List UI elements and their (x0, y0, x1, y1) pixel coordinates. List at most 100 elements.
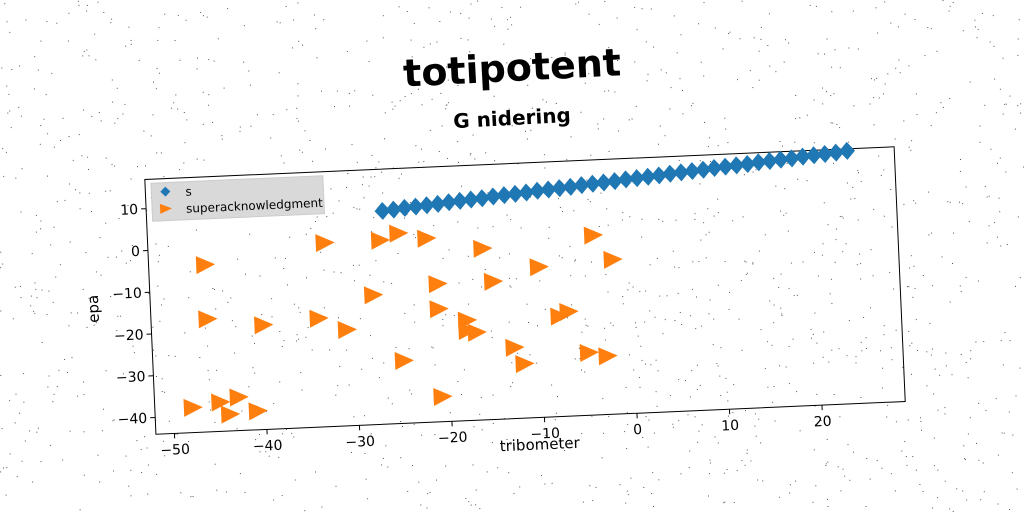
noise-speck (79, 509, 81, 511)
noise-speck (15, 393, 17, 395)
noise-speck (872, 275, 874, 277)
noise-speck (817, 275, 819, 277)
noise-speck (865, 348, 867, 349)
data-point-superacknowledgment (473, 239, 493, 258)
noise-speck (6, 21, 8, 23)
noise-speck (988, 195, 990, 197)
noise-speck (846, 355, 848, 357)
noise-speck (508, 321, 510, 323)
noise-speck (470, 153, 472, 154)
noise-speck (125, 262, 127, 264)
noise-speck (926, 351, 928, 353)
noise-speck (159, 320, 161, 322)
noise-speck (688, 466, 690, 468)
noise-speck (174, 355, 176, 357)
noise-speck (353, 207, 355, 209)
noise-speck (724, 472, 726, 474)
noise-speck (607, 224, 609, 226)
noise-speck (822, 87, 823, 89)
noise-speck (55, 276, 57, 278)
noise-speck (423, 46, 425, 48)
noise-speck (280, 155, 282, 157)
noise-speck (43, 118, 45, 120)
noise-speck (421, 104, 423, 106)
noise-speck (127, 205, 129, 207)
noise-speck (890, 22, 892, 24)
noise-speck (760, 329, 762, 331)
noise-speck (787, 230, 789, 232)
noise-speck (506, 62, 508, 64)
noise-speck (190, 496, 192, 498)
noise-speck (811, 337, 812, 339)
noise-speck (995, 398, 997, 400)
noise-speck (983, 341, 985, 343)
noise-speck (133, 352, 135, 354)
noise-speck (551, 56, 553, 58)
noise-speck (69, 430, 71, 432)
noise-speck (769, 300, 771, 302)
noise-speck (1002, 57, 1004, 59)
noise-speck (9, 110, 11, 112)
noise-speck (725, 377, 727, 379)
noise-speck (911, 342, 913, 344)
noise-speck (452, 70, 453, 72)
noise-speck (603, 432, 604, 434)
noise-speck (745, 410, 746, 412)
x-tick-label: −40 (253, 438, 283, 455)
noise-speck (752, 263, 754, 265)
noise-speck (235, 326, 237, 328)
noise-speck (314, 14, 315, 16)
noise-speck (18, 106, 20, 108)
noise-speck (323, 269, 325, 271)
noise-speck (301, 151, 303, 153)
noise-speck (760, 442, 762, 444)
noise-speck (635, 105, 637, 107)
noise-speck (876, 460, 878, 462)
noise-speck (909, 267, 911, 269)
noise-speck (895, 421, 897, 423)
noise-speck (161, 378, 163, 380)
noise-speck (481, 429, 483, 431)
noise-speck (503, 43, 505, 45)
noise-speck (492, 226, 494, 228)
noise-speck (907, 286, 908, 288)
noise-speck (648, 419, 650, 421)
noise-speck (460, 37, 462, 39)
noise-speck (826, 438, 828, 440)
noise-speck (627, 423, 629, 425)
noise-speck (520, 6, 522, 8)
noise-speck (908, 286, 910, 288)
noise-speck (821, 254, 823, 256)
noise-speck (778, 496, 780, 498)
noise-speck (112, 420, 114, 422)
noise-speck (457, 85, 459, 86)
noise-speck (915, 469, 917, 471)
noise-speck (274, 257, 276, 259)
noise-speck (29, 430, 30, 432)
noise-speck (34, 88, 35, 90)
noise-speck (682, 113, 684, 115)
noise-speck (674, 266, 676, 268)
noise-speck (589, 201, 591, 203)
noise-speck (789, 484, 791, 486)
noise-speck (922, 491, 924, 492)
noise-speck (429, 129, 431, 131)
noise-speck (312, 160, 314, 162)
noise-speck (746, 452, 748, 454)
noise-speck (932, 285, 934, 287)
noise-speck (545, 435, 547, 436)
noise-speck (893, 288, 894, 290)
noise-speck (680, 473, 682, 475)
noise-speck (1009, 509, 1011, 510)
noise-speck (962, 30, 964, 32)
noise-speck (167, 245, 169, 247)
noise-speck (94, 33, 96, 35)
noise-speck (265, 410, 267, 412)
noise-speck (513, 492, 515, 494)
noise-speck (410, 39, 412, 41)
data-point-s (562, 177, 579, 196)
noise-speck (0, 375, 2, 376)
noise-speck (148, 464, 149, 466)
noise-speck (68, 183, 70, 185)
noise-speck (752, 171, 754, 173)
